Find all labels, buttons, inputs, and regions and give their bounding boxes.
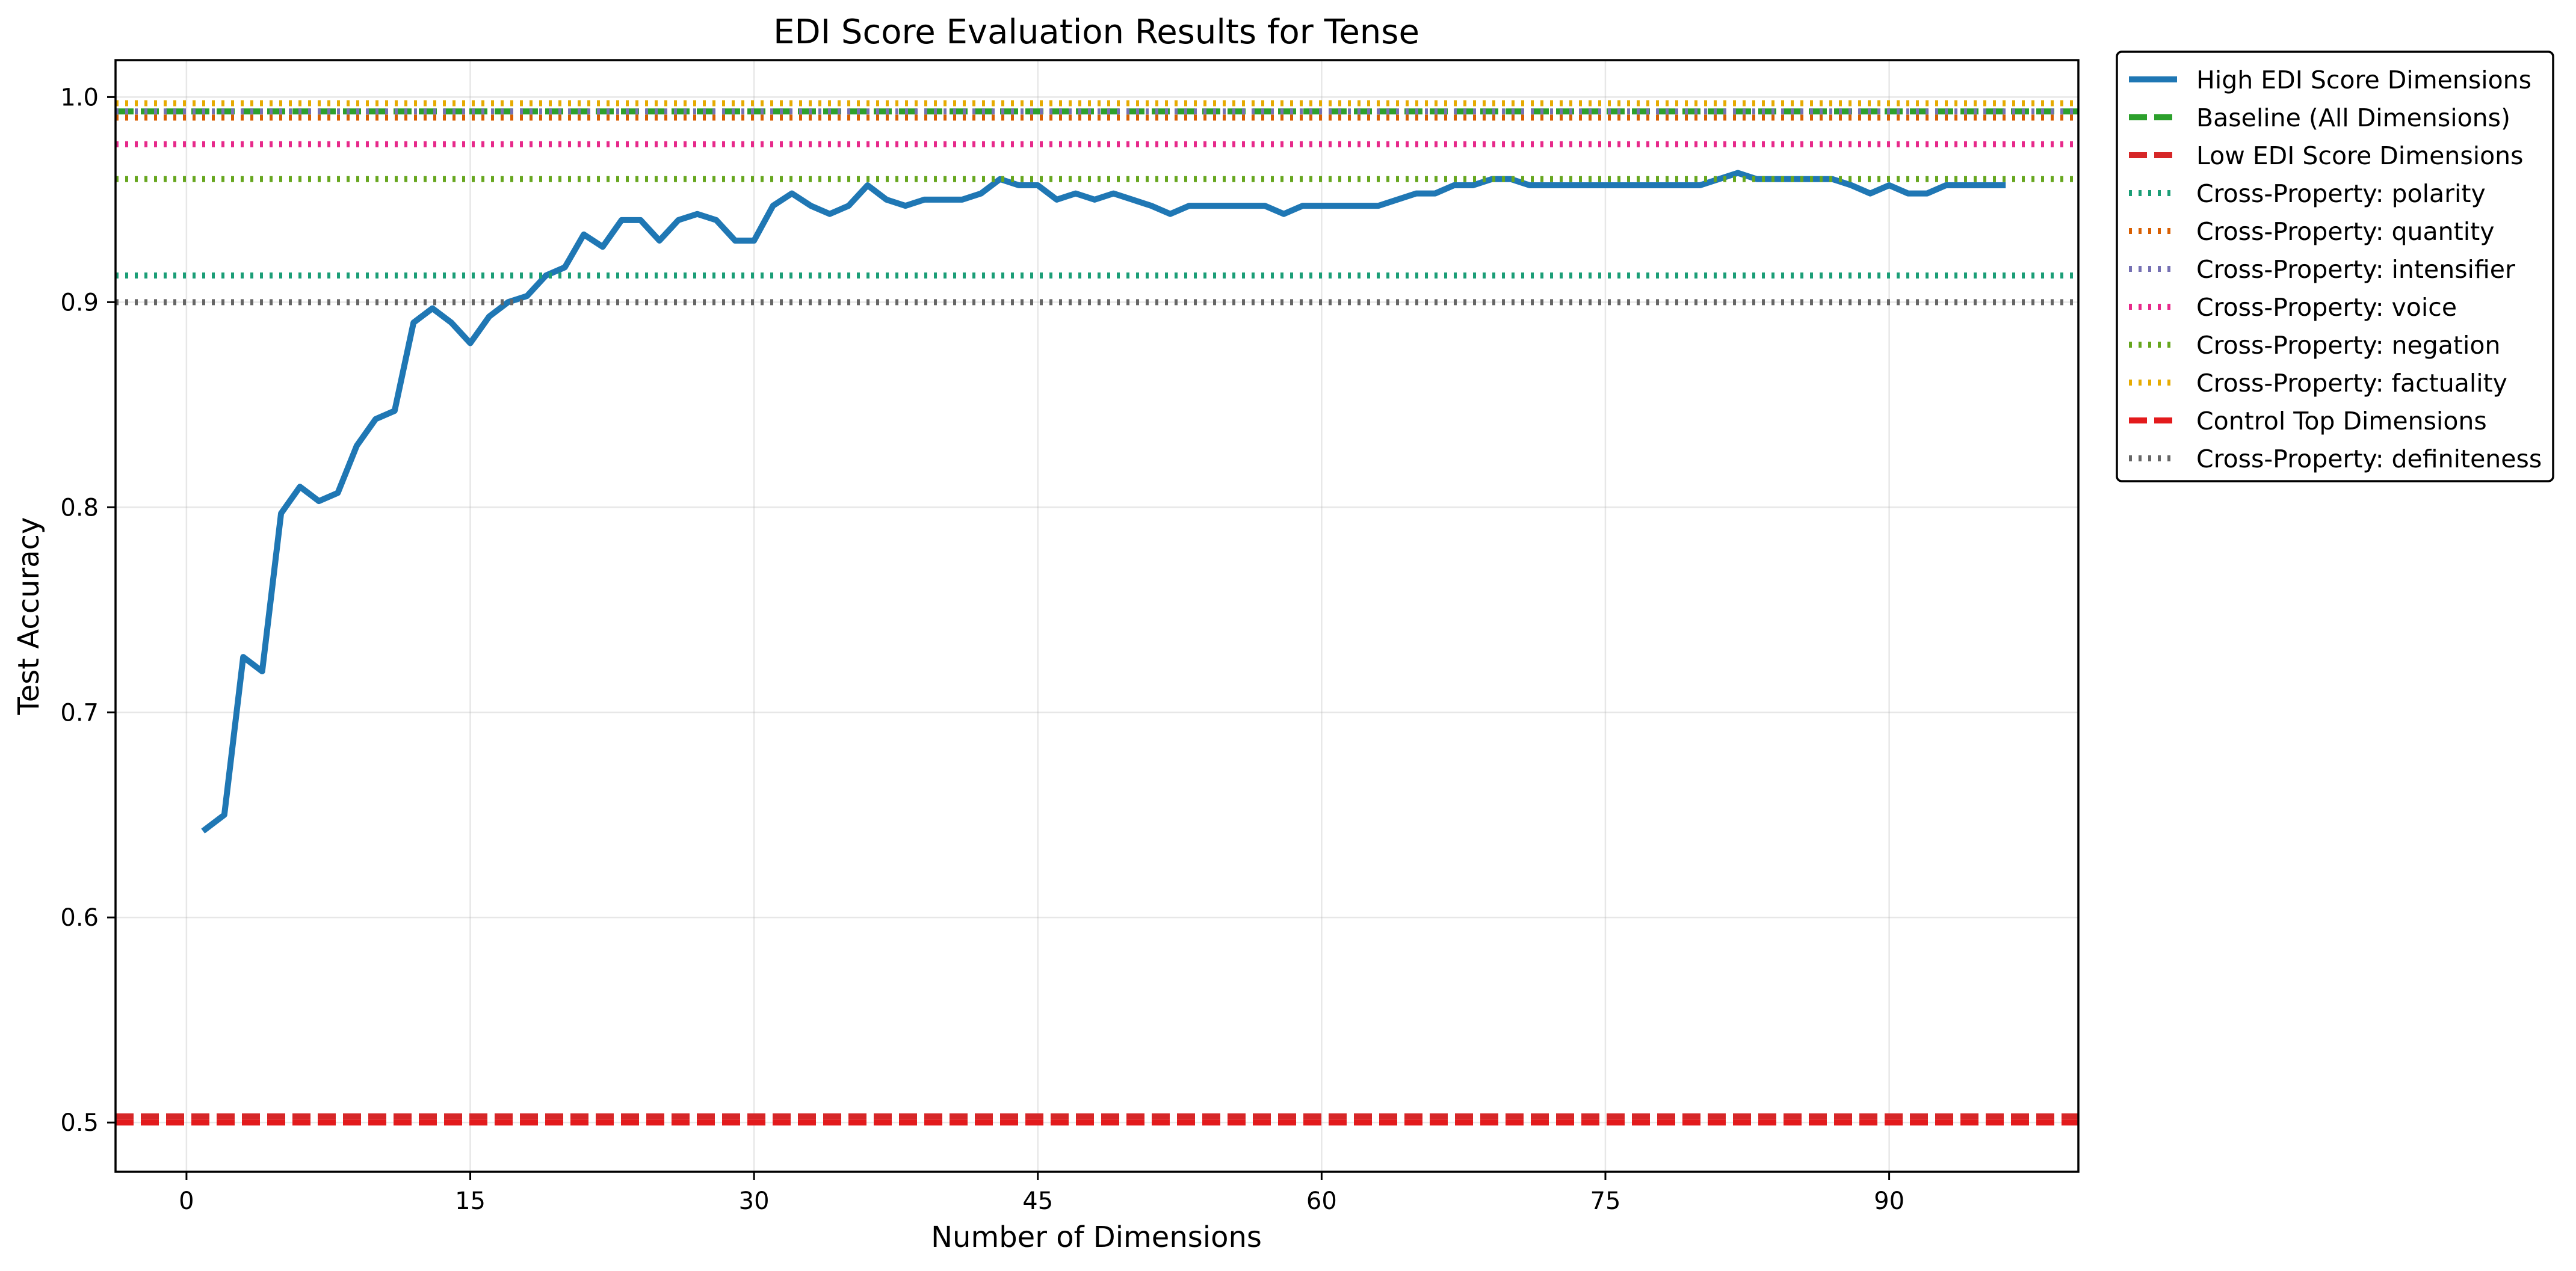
legend-label-2: Low EDI Score Dimensions <box>2196 141 2524 170</box>
legend-label-10: Cross-Property: definiteness <box>2196 445 2542 473</box>
chart-title: EDI Score Evaluation Results for Tense <box>773 13 1419 52</box>
y-tick-label: 1.0 <box>60 84 99 111</box>
y-axis-label: Test Accuracy <box>12 517 46 716</box>
legend-label-4: Cross-Property: quantity <box>2196 217 2494 246</box>
x-tick-label: 15 <box>455 1187 486 1215</box>
series-line-0 <box>201 170 2006 834</box>
legend: High EDI Score Dimensions Baseline (All D… <box>2116 51 2554 482</box>
legend-label-1: Baseline (All Dimensions) <box>2196 103 2510 132</box>
y-axis-ticks: 0.5 0.6 0.7 0.8 0.9 1.0 <box>60 84 116 1137</box>
legend-frame <box>2116 51 2554 482</box>
legend-label-0: High EDI Score Dimensions <box>2196 66 2531 94</box>
x-tick-label: 30 <box>739 1187 770 1215</box>
x-tick-label: 45 <box>1022 1187 1053 1215</box>
plot-series <box>116 100 2078 1126</box>
x-tick-label: 0 <box>179 1187 194 1215</box>
x-tick-label: 90 <box>1874 1187 1904 1215</box>
y-tick-label: 0.8 <box>60 494 99 522</box>
x-axis-ticks: 0 15 30 45 60 75 90 <box>179 1172 1904 1215</box>
y-tick-label: 0.7 <box>60 699 99 727</box>
legend-label-5: Cross-Property: intensifier <box>2196 255 2515 284</box>
legend-label-6: Cross-Property: voice <box>2196 293 2457 322</box>
plot-frame <box>114 59 2080 1173</box>
y-tick-label: 0.9 <box>60 289 99 316</box>
x-axis-label: Number of Dimensions <box>931 1220 1262 1254</box>
x-tick-label: 60 <box>1306 1187 1337 1215</box>
legend-label-9: Control Top Dimensions <box>2196 407 2487 435</box>
grid <box>116 60 2078 1172</box>
legend-label-3: Cross-Property: polarity <box>2196 179 2486 208</box>
legend-label-8: Cross-Property: factuality <box>2196 369 2507 398</box>
legend-label-7: Cross-Property: negation <box>2196 331 2500 360</box>
x-tick-label: 75 <box>1590 1187 1621 1215</box>
y-tick-label: 0.6 <box>60 904 99 932</box>
y-tick-label: 0.5 <box>60 1109 99 1137</box>
